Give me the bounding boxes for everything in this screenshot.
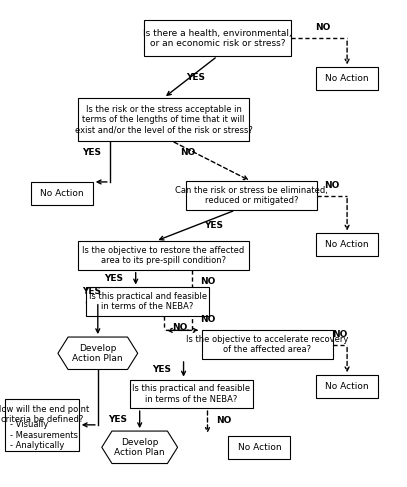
- Bar: [5, 398, 79, 451]
- Bar: [186, 182, 317, 210]
- Text: Is there a health, environmental,
or an economic risk or stress?: Is there a health, environmental, or an …: [143, 29, 292, 48]
- Text: YES: YES: [82, 149, 101, 157]
- Bar: [228, 436, 290, 459]
- Text: Develop
Action Plan: Develop Action Plan: [72, 343, 123, 363]
- Text: - Visually
- Measurements
- Analytically: - Visually - Measurements - Analytically: [10, 420, 78, 450]
- Text: Is this practical and feasible
in terms of the NEBA?: Is this practical and feasible in terms …: [132, 384, 251, 404]
- Bar: [130, 379, 253, 408]
- Text: NO: NO: [324, 181, 340, 190]
- Bar: [316, 233, 378, 256]
- Bar: [144, 20, 291, 56]
- Text: No Action: No Action: [40, 189, 84, 198]
- Text: NO: NO: [180, 149, 195, 157]
- Text: No Action: No Action: [325, 75, 369, 83]
- Bar: [78, 98, 249, 141]
- Text: NO: NO: [333, 330, 348, 338]
- Text: Is the risk or the stress acceptable in
terms of the lengths of time that it wil: Is the risk or the stress acceptable in …: [74, 105, 253, 134]
- Text: No Action: No Action: [238, 443, 281, 452]
- Text: Develop
Action Plan: Develop Action Plan: [114, 438, 165, 457]
- Text: YES: YES: [152, 365, 171, 374]
- Text: No Action: No Action: [325, 241, 369, 249]
- Bar: [86, 287, 210, 316]
- Text: NO: NO: [200, 277, 215, 286]
- Text: NO: NO: [315, 23, 331, 32]
- Text: YES: YES: [108, 415, 127, 424]
- Polygon shape: [58, 337, 138, 370]
- Text: YES: YES: [104, 274, 123, 283]
- Polygon shape: [102, 431, 177, 464]
- Text: Is the objective to restore the affected
area to its pre-spill condition?: Is the objective to restore the affected…: [83, 246, 245, 265]
- Text: Can the risk or stress be eliminated,
reduced or mitigated?: Can the risk or stress be eliminated, re…: [175, 186, 328, 206]
- Text: Is the objective to accelerate recovery
of the affected area?: Is the objective to accelerate recovery …: [186, 335, 348, 355]
- Text: No Action: No Action: [325, 382, 369, 391]
- Text: NO: NO: [200, 316, 215, 324]
- Text: YES: YES: [204, 221, 223, 230]
- Bar: [316, 375, 378, 398]
- Bar: [316, 67, 378, 90]
- Text: YES: YES: [186, 73, 205, 81]
- Text: NO: NO: [216, 415, 231, 425]
- Text: NO: NO: [172, 323, 187, 333]
- Text: How will the end point
criteria be defined?: How will the end point criteria be defin…: [0, 405, 89, 424]
- Text: YES: YES: [82, 287, 101, 296]
- Bar: [78, 241, 249, 270]
- Text: Is this practical and feasible
in terms of the NEBA?: Is this practical and feasible in terms …: [89, 292, 207, 311]
- Bar: [31, 182, 93, 205]
- Bar: [201, 330, 333, 359]
